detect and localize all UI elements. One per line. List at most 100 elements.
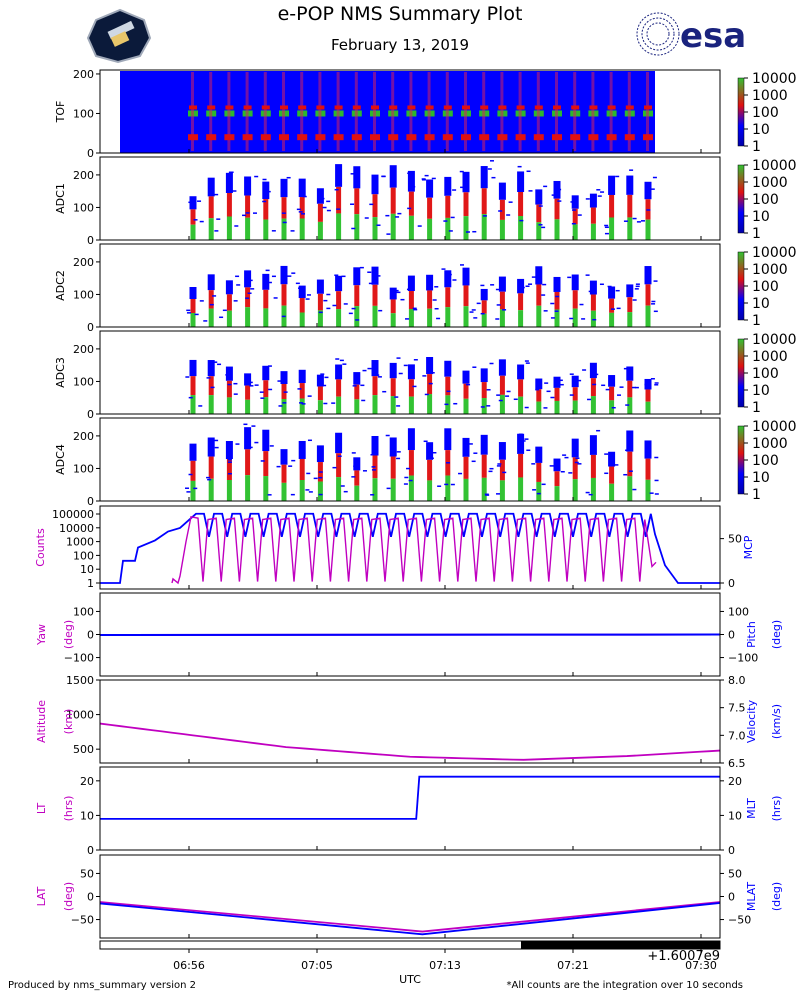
y-axis-label-right: Pitch (745, 621, 758, 648)
y-axis-unit-left: (hrs) (62, 796, 75, 822)
adc-speckle (219, 316, 224, 319)
colorbar-tick-label: 10000 (752, 419, 797, 435)
adc-speckle (564, 456, 569, 459)
adc-speckle (554, 189, 559, 191)
adc-burst-core (499, 199, 505, 220)
adc-burst-base (609, 400, 615, 414)
adc-speckle (654, 479, 659, 482)
adc-speckle (291, 272, 296, 274)
adc-burst-core (317, 293, 323, 311)
adc-burst-base (554, 486, 560, 501)
adc-speckle (577, 463, 582, 465)
adc-speckle (326, 209, 331, 212)
adc-speckle (268, 388, 273, 391)
tof-ridge-mark (624, 134, 635, 141)
adc-speckle (517, 165, 522, 168)
panels: 0100200TOF1000010001001010100200ADC11000… (34, 68, 797, 939)
panel-frame (99, 854, 721, 939)
adc-burst-core (463, 192, 469, 217)
adc-burst-base (390, 478, 396, 501)
adc-burst-outer (407, 275, 415, 292)
adc-burst-core (645, 389, 651, 402)
adc-speckle (500, 197, 505, 200)
adc-burst-base (463, 216, 469, 240)
adc-speckle (188, 201, 193, 204)
adc-burst-core (354, 285, 360, 307)
adc-burst-base (590, 310, 596, 327)
adc-burst-base (208, 395, 214, 414)
adc-speckle (403, 483, 408, 485)
y-axis-label-left: Yaw (35, 624, 48, 646)
adc-speckle (424, 393, 429, 396)
adc-speckle (341, 275, 346, 278)
adc-burst-outer (462, 370, 470, 384)
adc-burst-base (390, 213, 396, 240)
adc-burst-core (281, 284, 287, 306)
adc-burst-core (281, 464, 287, 483)
adc-speckle (446, 436, 451, 439)
adc-speckle (634, 386, 639, 389)
y-tick-label: 0 (87, 321, 94, 334)
adc-speckle (371, 469, 376, 471)
tof-ridge-mark (315, 134, 326, 141)
adc-speckle (495, 318, 500, 320)
adc-speckle (252, 212, 257, 214)
adc-burst-outer (316, 374, 324, 387)
adc-speckle (222, 309, 227, 312)
colorbar-tick-label: 10 (752, 470, 770, 486)
adc-speckle (199, 220, 204, 223)
adc-speckle (471, 309, 476, 311)
adc-speckle (464, 380, 469, 382)
adc-burst-outer (371, 360, 379, 377)
adc-burst-outer (535, 446, 543, 463)
y-tick-label: 100 (73, 201, 94, 214)
adc-speckle (486, 405, 491, 407)
adc-burst-core (299, 383, 305, 399)
y-axis-label-right: MCP (742, 535, 755, 559)
adc-burst-core (245, 287, 251, 308)
adc-speckle (650, 188, 655, 190)
offset-label: +1.6007e9 (647, 949, 720, 964)
adc-speckle (413, 308, 418, 311)
adc-burst-core (536, 462, 542, 482)
adc-speckle (489, 467, 494, 470)
adc-burst-base (281, 398, 287, 414)
adc-speckle (232, 190, 237, 192)
adc-speckle (335, 358, 340, 360)
adc-speckle (343, 490, 348, 493)
adc-burst-outer (353, 372, 361, 385)
adc-burst-outer (462, 267, 470, 286)
adc-burst-outer (262, 273, 270, 290)
adc-speckle (259, 391, 264, 393)
adc-burst-core (481, 188, 487, 215)
adc-burst-core (645, 458, 651, 480)
tof-burst-column (391, 72, 395, 151)
y-tick-label-left: 1000 (66, 536, 94, 549)
tof-ridge-cap (589, 105, 598, 110)
adc-burst-outer (626, 430, 634, 452)
adc-burst-outer (371, 174, 379, 195)
adc-burst-outer (244, 373, 252, 386)
adc-speckle (271, 275, 276, 278)
adc-speckle (407, 172, 412, 175)
adc-burst-core (190, 299, 196, 314)
y-tick-label-right: 50 (728, 533, 742, 546)
adc-speckle (412, 385, 417, 388)
adc-speckle (290, 230, 295, 232)
y-tick-label-right: 0 (728, 844, 735, 857)
adc-speckle (385, 434, 390, 437)
adc-speckle (623, 473, 628, 476)
adc-speckle (558, 379, 563, 382)
tof-burst-column (536, 72, 540, 151)
panel-altitude-velocity: 1500 1000 500 8.0 7.5 7.0 6.5 Altitude (km) Veloc… (35, 674, 783, 770)
adc-burst-core (190, 376, 196, 396)
adc-speckle (536, 492, 541, 495)
adc-speckle (453, 402, 458, 405)
adc-speckle (604, 232, 609, 235)
adc-burst-base (408, 396, 414, 414)
adc-burst-core (336, 453, 342, 478)
adc-burst-base (190, 224, 196, 240)
adc-burst-outer (371, 266, 379, 285)
adc-burst-outer (335, 164, 343, 187)
adc-speckle (337, 455, 342, 457)
